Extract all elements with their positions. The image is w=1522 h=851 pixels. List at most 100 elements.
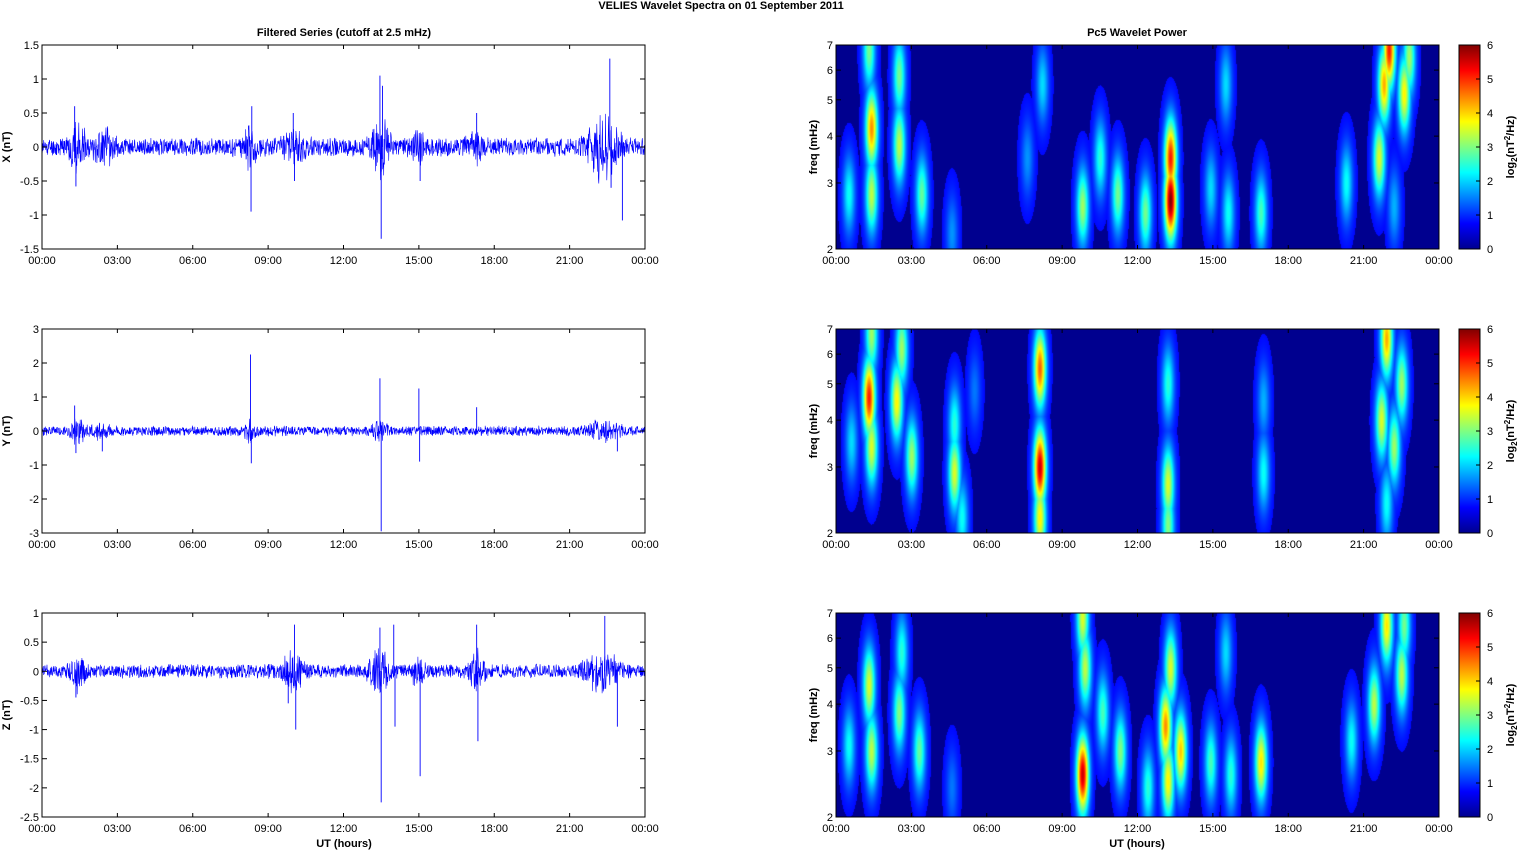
timeseries-ylabel: X (nT) — [1, 131, 13, 162]
timeseries-panel-y: -3 -2 -1 0 1 2 3 00:00 03:00 06:00 09:00 12:00 15:00… — [1, 324, 659, 551]
timeseries-xtick-label: 00:00 — [28, 539, 56, 551]
timeseries-trace — [41, 647, 646, 695]
timeseries-ytick-label: 3 — [33, 324, 39, 336]
wavelet-xtick-label: 15:00 — [1199, 255, 1227, 267]
wavelet-ytick-label: 6 — [827, 633, 833, 645]
timeseries-ylabel: Y (nT) — [1, 415, 13, 446]
timeseries-xtick-label: 15:00 — [405, 539, 433, 551]
left-xlabel: UT (hours) — [316, 838, 372, 850]
colorbar-tick-label: 0 — [1487, 812, 1493, 824]
colorbar-tick-label: 4 — [1487, 108, 1493, 120]
timeseries-xtick-label: 21:00 — [556, 539, 584, 551]
wavelet-ytick-label: 3 — [827, 746, 833, 758]
wavelet-panel-px: 2 3 4 5 6 7 00:00 03:00 06:00 09:00 12:00 15:00 18:0… — [808, 40, 1519, 267]
timeseries-xtick-label: 21:00 — [556, 823, 584, 835]
timeseries-ytick-label: -1 — [29, 460, 39, 472]
timeseries-panel-x: -1.5 -1 -0.5 0 0.5 1 1.5 00:00 03:00 06:00 09:00 12… — [1, 40, 659, 267]
colorbar-tick-label: 3 — [1487, 426, 1493, 438]
timeseries-ytick-label: -1.5 — [20, 754, 39, 766]
colorbar-label: log2(nT2/Hz) — [1503, 115, 1519, 178]
wavelet-xtick-label: 06:00 — [973, 255, 1001, 267]
wavelet-ytick-label: 2 — [827, 528, 833, 540]
wavelet-ylabel: freq (mHz) — [808, 403, 820, 458]
timeseries-panel-z: -2.5 -2 -1.5 -1 -0.5 0 0.5 1 00:00 03:00 06:00 09:0… — [1, 608, 659, 835]
wavelet-ytick-label: 7 — [827, 40, 833, 52]
wavelet-xtick-label: 00:00 — [822, 539, 850, 551]
wavelet-ytick-label: 6 — [827, 65, 833, 77]
wavelet-ylabel: freq (mHz) — [808, 119, 820, 174]
colorbar-tick-label: 6 — [1487, 324, 1493, 336]
timeseries-ylabel: Z (nT) — [1, 699, 13, 730]
timeseries-ytick-label: -0.5 — [20, 695, 39, 707]
timeseries-ytick-label: 1 — [33, 74, 39, 86]
timeseries-ytick-label: 0.5 — [24, 637, 39, 649]
wavelet-ytick-label: 5 — [827, 379, 833, 391]
wavelet-xtick-label: 00:00 — [822, 255, 850, 267]
timeseries-xtick-label: 06:00 — [179, 823, 207, 835]
wavelet-ytick-label: 4 — [827, 131, 833, 143]
wavelet-panel-pz: 2 3 4 5 6 7 00:00 03:00 06:00 09:00 12:00 15:00 18:0… — [808, 608, 1519, 835]
wavelet-xtick-label: 21:00 — [1350, 539, 1378, 551]
timeseries-ytick-label: -0.5 — [20, 176, 39, 188]
colorbar-tick-label: 3 — [1487, 710, 1493, 722]
colorbar-tick-label: 5 — [1487, 74, 1493, 86]
wavelet-xtick-label: 18:00 — [1274, 255, 1302, 267]
wavelet-xtick-label: 00:00 — [822, 823, 850, 835]
timeseries-ytick-label: -3 — [29, 528, 39, 540]
wavelet-xtick-label: 00:00 — [1425, 255, 1453, 267]
timeseries-xtick-label: 18:00 — [480, 539, 508, 551]
wavelet-xtick-label: 18:00 — [1274, 823, 1302, 835]
timeseries-xtick-label: 06:00 — [179, 255, 207, 267]
timeseries-plot-area — [42, 613, 645, 817]
timeseries-xtick-label: 09:00 — [254, 255, 282, 267]
timeseries-xtick-label: 18:00 — [480, 823, 508, 835]
wavelet-power-image — [836, 613, 1439, 817]
wavelet-ytick-label: 2 — [827, 244, 833, 256]
wavelet-xtick-label: 12:00 — [1124, 823, 1152, 835]
right-column-title: Pc5 Wavelet Power — [1087, 27, 1188, 39]
wavelet-ytick-label: 2 — [827, 812, 833, 824]
colorbar-tick-label: 2 — [1487, 176, 1493, 188]
wavelet-power-image — [836, 329, 1439, 533]
timeseries-ytick-label: -2 — [29, 783, 39, 795]
wavelet-ytick-label: 4 — [827, 699, 833, 711]
wavelet-ytick-label: 3 — [827, 462, 833, 474]
timeseries-ytick-label: 0 — [33, 666, 39, 678]
wavelet-xtick-label: 03:00 — [898, 539, 926, 551]
timeseries-xtick-label: 00:00 — [631, 255, 659, 267]
timeseries-ytick-label: 0 — [33, 426, 39, 438]
wavelet-xtick-label: 09:00 — [1048, 823, 1076, 835]
colorbar-tick-label: 5 — [1487, 642, 1493, 654]
timeseries-ytick-label: 1 — [33, 608, 39, 620]
wavelet-xtick-label: 15:00 — [1199, 823, 1227, 835]
wavelet-xtick-label: 03:00 — [898, 255, 926, 267]
wavelet-ytick-label: 7 — [827, 608, 833, 620]
colorbar-tick-label: 1 — [1487, 494, 1493, 506]
colorbar-tick-label: 1 — [1487, 778, 1493, 790]
timeseries-ytick-label: -2.5 — [20, 812, 39, 824]
wavelet-xtick-label: 21:00 — [1350, 823, 1378, 835]
wavelet-xtick-label: 00:00 — [1425, 539, 1453, 551]
timeseries-ytick-label: -1 — [29, 210, 39, 222]
colorbar-tick-label: 6 — [1487, 608, 1493, 620]
timeseries-xtick-label: 03:00 — [104, 539, 132, 551]
wavelet-xtick-label: 03:00 — [898, 823, 926, 835]
colorbar-tick-label: 0 — [1487, 244, 1493, 256]
wavelet-panel-py: 2 3 4 5 6 7 00:00 03:00 06:00 09:00 12:00 15:00 18:0… — [808, 324, 1519, 551]
timeseries-xtick-label: 03:00 — [104, 823, 132, 835]
wavelet-xtick-label: 18:00 — [1274, 539, 1302, 551]
timeseries-xtick-label: 15:00 — [405, 823, 433, 835]
timeseries-ytick-label: 0 — [33, 142, 39, 154]
wavelet-power-image — [836, 45, 1439, 249]
wavelet-xtick-label: 09:00 — [1048, 539, 1076, 551]
timeseries-xtick-label: 06:00 — [179, 539, 207, 551]
timeseries-xtick-label: 12:00 — [330, 823, 358, 835]
wavelet-ylabel: freq (mHz) — [808, 687, 820, 742]
timeseries-ytick-label: 1 — [33, 392, 39, 404]
colorbar-tick-label: 3 — [1487, 142, 1493, 154]
timeseries-xtick-label: 12:00 — [330, 255, 358, 267]
colorbar-tick-label: 4 — [1487, 392, 1493, 404]
timeseries-trace — [41, 418, 646, 445]
timeseries-xtick-label: 00:00 — [28, 255, 56, 267]
